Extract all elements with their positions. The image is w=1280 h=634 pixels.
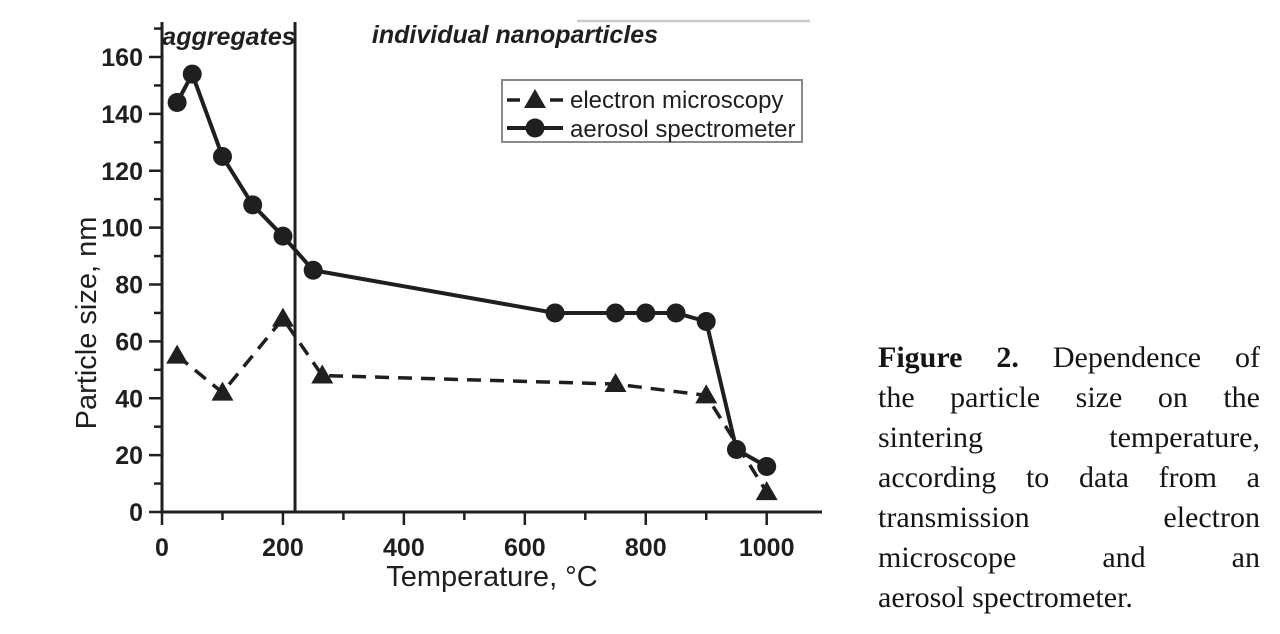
caption-line-1-text: Dependence of [1052, 341, 1261, 374]
legend-label-electron-microscopy: electron microscopy [570, 87, 783, 114]
y-tick-label: 160 [101, 44, 143, 72]
circle-marker [666, 303, 686, 323]
circle-marker [525, 118, 545, 138]
region-label-individual-nanoparticles: individual nanoparticles [372, 21, 658, 49]
triangle-marker [166, 344, 189, 364]
triangle-marker [311, 364, 334, 384]
circle-marker [182, 64, 202, 84]
x-tick-label: 800 [625, 534, 667, 562]
triangle-marker [524, 89, 546, 108]
circle-marker [545, 303, 565, 323]
axis-titles: Temperature, °C Particle size, nm [71, 217, 598, 593]
x-axis-title: Temperature, °C [386, 561, 597, 593]
circle-marker [726, 439, 746, 459]
tick-labels: 0 200 400 600 800 1000 0 20 40 60 80 100 120 140 160 [101, 44, 794, 562]
circle-marker [167, 93, 187, 112]
circle-marker [696, 311, 716, 331]
y-tick-label: 120 [101, 158, 143, 186]
figure-label: Figure 2. [878, 341, 1019, 374]
y-tick-label: 20 [115, 442, 143, 470]
series-aerosol-spectrometer [167, 64, 777, 476]
circle-marker [757, 457, 777, 476]
particle-size-chart: 0 200 400 600 800 1000 0 20 40 60 80 100 120 140 160 ag… [71, 19, 822, 593]
y-tick-label: 60 [115, 328, 143, 356]
circle-marker [606, 303, 626, 323]
series-line [176, 315, 769, 494]
caption-line-6: microscope and an [878, 541, 1260, 574]
legend-box [501, 79, 803, 143]
y-tick-label: 80 [115, 272, 143, 300]
x-tick-label: 600 [504, 534, 546, 562]
circle-marker [212, 147, 232, 167]
region-label-aggregates: aggregates [162, 23, 295, 51]
caption-line-1: Figure 2. Dependence of [878, 338, 1260, 378]
triangle-marker [695, 384, 718, 404]
x-tick-label: 0 [155, 534, 169, 562]
caption-line-5: transmission electron [878, 501, 1260, 534]
y-tick-label: 0 [129, 499, 143, 527]
caption-line-4: according to data from a [878, 461, 1260, 494]
triangle-marker [211, 381, 234, 401]
y-tick-label: 140 [101, 101, 143, 129]
triangle-marker [604, 373, 627, 393]
x-tick-label: 1000 [739, 534, 795, 562]
y-tick-label: 100 [101, 215, 143, 243]
legend-label-aerosol-spectrometer: aerosol spectrometer [570, 116, 795, 143]
circle-marker [303, 260, 323, 280]
circle-marker [273, 226, 293, 246]
circle-marker [243, 195, 263, 215]
y-axis-title: Particle size, nm [71, 217, 103, 430]
triangle-marker [755, 481, 778, 501]
triangle-marker [271, 307, 294, 327]
axes [149, 22, 822, 525]
figure-caption: Figure 2. Dependence of the particle siz… [878, 338, 1260, 618]
y-tick-label: 40 [115, 385, 143, 413]
caption-line-3: sintering temperature, [878, 421, 1260, 454]
circle-marker [636, 303, 656, 323]
series-electron-microscopy [166, 307, 778, 501]
caption-line-2: the particle size on the [878, 381, 1260, 414]
caption-line-7: aerosol spectrometer. [878, 581, 1133, 614]
x-tick-label: 400 [383, 534, 425, 562]
x-tick-label: 200 [262, 534, 304, 562]
region-labels: aggregates individual nanoparticles [162, 21, 658, 51]
